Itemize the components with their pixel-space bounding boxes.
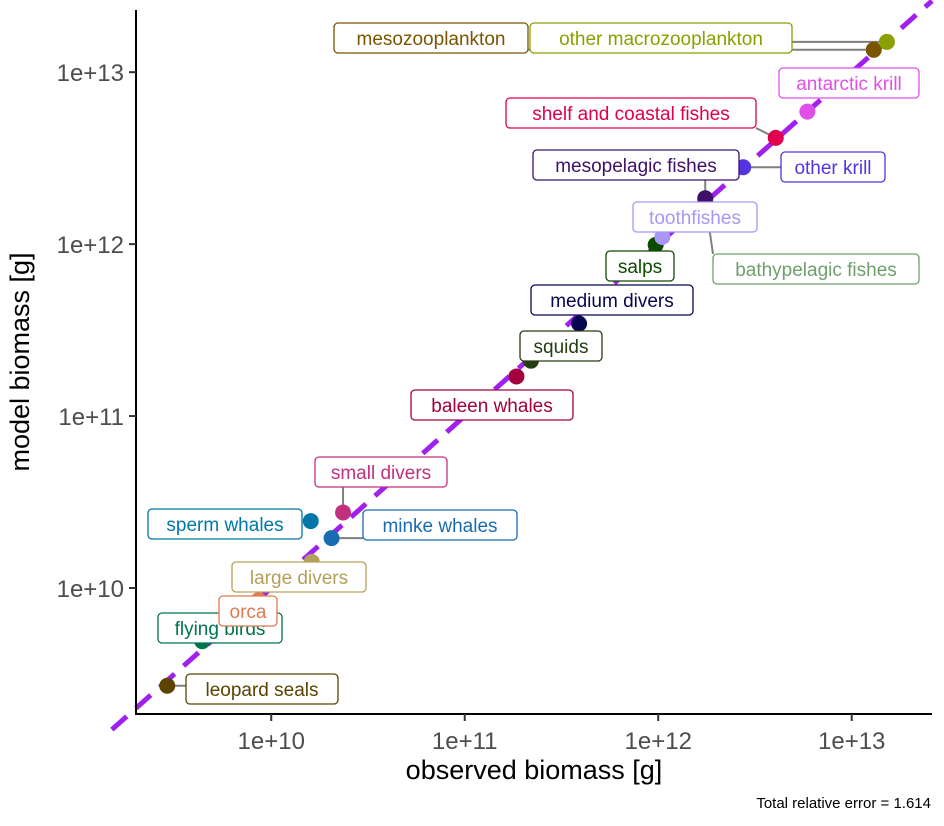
identity-line <box>110 0 934 732</box>
point-baleen-whales <box>508 368 525 385</box>
label-text: other krill <box>794 158 871 179</box>
x-tick-label: 1e+11 <box>432 728 498 755</box>
label-orca: orca <box>218 595 278 627</box>
label-toothfishes: toothfishes <box>632 201 758 233</box>
label-box <box>632 201 758 233</box>
y-tick-label: 1e+13 <box>57 60 124 87</box>
label-other-macrozooplankton: other macrozooplankton <box>529 22 793 54</box>
point-sperm-whales <box>302 513 319 530</box>
axes <box>135 10 932 715</box>
label-bathypelagic-fishes: bathypelagic fishes <box>712 253 920 285</box>
label-text: baleen whales <box>431 396 552 417</box>
label-squids: squids <box>519 330 603 362</box>
label-box <box>333 22 529 54</box>
label-text: large divers <box>250 568 348 589</box>
point-shelf-and-coastal-fishes <box>767 129 784 146</box>
point-leopard-seals <box>159 677 176 694</box>
label-leopard-seals: leopard seals <box>185 673 339 705</box>
label-text: toothfishes <box>649 208 741 229</box>
label-box <box>218 595 278 627</box>
y-axis-title: model biomass [g] <box>5 252 35 471</box>
label-text: shelf and coastal fishes <box>532 104 730 125</box>
y-tick-label: 1e+10 <box>57 576 124 603</box>
label-text: medium divers <box>550 291 674 312</box>
y-tick-label: 1e+12 <box>57 232 124 259</box>
x-tick-label: 1e+12 <box>625 728 692 755</box>
label-sperm-whales: sperm whales <box>147 508 303 540</box>
label-text: bathypelagic fishes <box>735 260 897 281</box>
label-box <box>314 456 448 488</box>
axis-ticks: 1e+10 1e+11 1e+12 1e+13 1e+10 1e+11 1e+12 1e+13 <box>57 60 886 755</box>
label-large-divers: large divers <box>231 561 367 593</box>
point-toothfishes <box>654 229 671 246</box>
label-box <box>712 253 920 285</box>
label-text: antarctic krill <box>796 74 902 95</box>
label-text: mesopelagic fishes <box>555 156 717 177</box>
label-box <box>231 561 367 593</box>
y-tick-label: 1e+11 <box>58 404 124 431</box>
label-mesopelagic-fishes: mesopelagic fishes <box>532 149 740 181</box>
point-small-divers <box>335 504 352 521</box>
label-box <box>778 67 920 99</box>
point-antarctic-krill <box>799 103 816 120</box>
label-box <box>529 22 793 54</box>
identity-reference-line <box>110 0 934 732</box>
label-box <box>147 508 303 540</box>
label-salps: salps <box>605 250 675 282</box>
label-text: mesozooplankton <box>357 29 506 50</box>
label-box <box>519 330 603 362</box>
label-box <box>410 389 574 421</box>
label-mesozooplankton: mesozooplankton <box>333 22 529 54</box>
label-baleen-whales: baleen whales <box>410 389 574 421</box>
label-minke-whales: minke whales <box>362 509 518 541</box>
label-box <box>605 250 675 282</box>
x-tick-label: 1e+10 <box>238 728 305 755</box>
label-antarctic-krill: antarctic krill <box>778 67 920 99</box>
label-box <box>362 509 518 541</box>
point-other-macrozooplankton <box>878 33 895 50</box>
label-text: sperm whales <box>166 515 283 536</box>
label-text: orca <box>230 602 267 623</box>
label-box <box>532 149 740 181</box>
x-axis-title: observed biomass [g] <box>406 755 663 785</box>
label-text: minke whales <box>382 516 497 537</box>
label-box <box>505 97 757 129</box>
point-minke-whales <box>323 530 340 547</box>
label-text: leopard seals <box>205 680 318 701</box>
label-box <box>185 673 339 705</box>
x-tick-label: 1e+13 <box>818 728 885 755</box>
label-small-divers: small divers <box>314 456 448 488</box>
label-shelf-and-coastal-fishes: shelf and coastal fishes <box>505 97 757 129</box>
label-text: other macrozooplankton <box>559 29 763 50</box>
label-other-krill: other krill <box>780 151 886 183</box>
point-mesozooplankton <box>865 41 882 58</box>
label-text: small divers <box>331 463 431 484</box>
label-text: squids <box>534 337 589 358</box>
label-medium-divers: medium divers <box>530 284 694 316</box>
label-text: salps <box>618 257 662 278</box>
label-box <box>780 151 886 183</box>
point-medium-divers <box>571 315 588 332</box>
total-error-caption: Total relative error = 1.614 <box>756 795 931 812</box>
label-box <box>530 284 694 316</box>
